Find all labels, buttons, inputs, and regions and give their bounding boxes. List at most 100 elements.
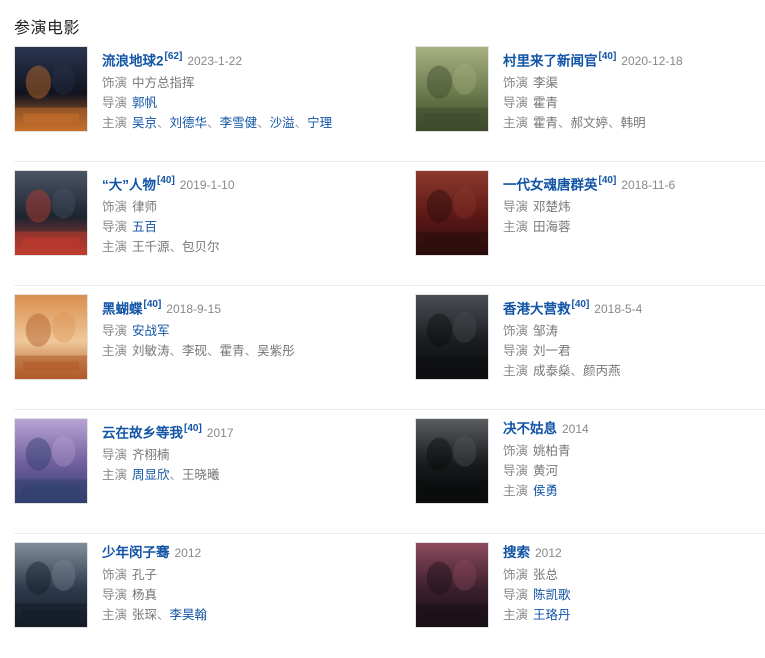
- movie-info: 少年闵子骞 2012 饰演 孔子 导演 杨真 主演 张琛、李昊翰: [88, 542, 389, 627]
- movie-title-link[interactable]: 云在故乡等我: [102, 425, 183, 441]
- movie-title-line: 流浪地球2[62] 2023-1-22: [102, 48, 389, 70]
- cast-label: 主演: [102, 116, 128, 131]
- movie-card: 黑蝴蝶[40] 2018-9-15 导演 安战军 主演 刘敏涛、李砚、霍青、吴紫彤: [14, 286, 389, 380]
- reference-link[interactable]: [40]: [598, 51, 617, 62]
- role-line: 饰演 张总: [503, 567, 764, 583]
- director-value[interactable]: 五百: [132, 220, 158, 235]
- cast-line: 主演 田海蓉: [503, 219, 764, 235]
- cast-member[interactable]: 宁理: [307, 116, 333, 131]
- movie-title-link[interactable]: 流浪地球2: [102, 53, 164, 69]
- director-line: 导演 黄河: [503, 463, 764, 479]
- cast-separator: 、: [257, 116, 270, 131]
- reference-link[interactable]: [40]: [157, 175, 175, 186]
- movie-poster[interactable]: [415, 294, 489, 380]
- cast-member[interactable]: 刘德华: [169, 116, 208, 131]
- movie-title-link[interactable]: 少年闵子骞: [102, 545, 170, 560]
- movie-poster[interactable]: [14, 418, 88, 504]
- movie-title-link[interactable]: 黑蝴蝶: [102, 301, 143, 317]
- movie-card: 村里来了新闻官[40] 2020-12-18 饰演 李渠 导演 霍青 主演 霍青、郝文婷…: [389, 38, 764, 135]
- reference-link[interactable]: [40]: [571, 299, 590, 310]
- release-date: 2018-11-6: [621, 178, 676, 193]
- movie-title-link[interactable]: 决不姑息: [503, 421, 557, 436]
- movie-card: 决不姑息 2014 饰演 姚柏青 导演 黄河 主演 侯勇: [389, 410, 764, 504]
- cast-member: 刘敏涛: [132, 344, 170, 359]
- movie-card: 流浪地球2[62] 2023-1-22 饰演 中方总指挥 导演 郭帆 主演 吴京、刘德华…: [14, 38, 389, 135]
- director-line: 导演 郭帆: [102, 95, 389, 111]
- cast-label: 主演: [102, 608, 128, 622]
- page-title: 参演电影: [14, 20, 81, 37]
- role-value: 张总: [533, 568, 559, 582]
- director-value: 刘一君: [533, 344, 571, 359]
- cast-separator: 、: [244, 344, 258, 359]
- release-date: 2019-1-10: [179, 178, 235, 193]
- cast-member: 韩明: [620, 116, 646, 131]
- movie-info: 云在故乡等我[40] 2017 导演 齐栩楠 主演 周显欣、王晓曦: [88, 418, 389, 487]
- cast-line: 主演 成泰燊、颜丙燕: [503, 363, 764, 379]
- role-line: 饰演 律师: [102, 199, 389, 215]
- director-label: 导演: [102, 588, 128, 602]
- movie-poster[interactable]: [14, 46, 88, 132]
- movie-info: 搜索 2012 饰演 张总 导演 陈凯歌 主演 王珞丹: [489, 542, 764, 627]
- cast-member[interactable]: 吴京: [132, 116, 158, 131]
- movie-title-link[interactable]: 香港大营救: [503, 301, 571, 317]
- role-label: 饰演: [503, 76, 529, 91]
- director-line: 导演 刘一君: [503, 343, 764, 359]
- movie-poster[interactable]: [14, 170, 88, 256]
- cast-member[interactable]: 李雪健: [219, 116, 258, 131]
- cast-line: 主演 霍青、郝文婷、韩明: [503, 115, 764, 131]
- cast-member: 李砚: [182, 344, 208, 359]
- cast-separator: 、: [169, 240, 183, 255]
- cast-label: 主演: [102, 344, 128, 359]
- cast-member[interactable]: 周显欣: [132, 468, 170, 483]
- movie-title-line: 香港大营救[40] 2018-5-4: [503, 296, 764, 318]
- reference-link[interactable]: [40]: [184, 423, 202, 434]
- movie-poster[interactable]: [14, 542, 88, 628]
- movie-title-line: 少年闵子骞 2012: [102, 544, 389, 562]
- cast-label: 主演: [503, 220, 529, 235]
- role-value: 中方总指挥: [132, 76, 195, 91]
- movie-poster[interactable]: [415, 170, 489, 256]
- movie-title-link[interactable]: 一代女魂唐群英: [503, 177, 598, 193]
- role-value: 律师: [132, 200, 158, 215]
- director-value[interactable]: 郭帆: [132, 96, 158, 111]
- cast-member[interactable]: 李昊翰: [169, 608, 208, 622]
- cast-member[interactable]: 王珞丹: [533, 608, 571, 622]
- cast-member[interactable]: 沙溢: [269, 116, 295, 131]
- reference-link[interactable]: [40]: [598, 175, 617, 186]
- role-value: 孔子: [132, 568, 158, 582]
- movie-card: 搜索 2012 饰演 张总 导演 陈凯歌 主演 王珞丹: [389, 534, 764, 628]
- director-label: 导演: [102, 324, 128, 339]
- director-value: 杨真: [132, 588, 158, 602]
- release-date: 2018-9-15: [166, 302, 222, 317]
- movie-list: 流浪地球2[62] 2023-1-22 饰演 中方总指挥 导演 郭帆 主演 吴京、刘德华…: [0, 38, 765, 658]
- movie-title-link[interactable]: 村里来了新闻官: [503, 53, 598, 69]
- release-date: 2023-1-22: [187, 54, 243, 69]
- movie-poster[interactable]: [415, 418, 489, 504]
- movie-title-link[interactable]: 搜索: [503, 545, 530, 560]
- role-label: 饰演: [503, 444, 529, 458]
- release-date: 2014: [562, 422, 589, 436]
- cast-label: 主演: [102, 468, 128, 483]
- movie-poster[interactable]: [415, 542, 489, 628]
- cast-separator: 、: [157, 116, 170, 131]
- role-value: 姚柏青: [533, 444, 571, 458]
- movie-title-link[interactable]: “大”人物: [102, 177, 156, 193]
- role-line: 饰演 李渠: [503, 75, 764, 91]
- cast-member: 田海蓉: [533, 220, 571, 235]
- movie-poster[interactable]: [14, 294, 88, 380]
- cast-member: 霍青: [533, 116, 559, 131]
- cast-label: 主演: [503, 364, 529, 379]
- director-value[interactable]: 陈凯歌: [533, 588, 571, 602]
- movie-poster[interactable]: [415, 46, 489, 132]
- movie-card: 香港大营救[40] 2018-5-4 饰演 邹涛 导演 刘一君 主演 成泰燊、颜丙燕: [389, 286, 764, 383]
- director-value: 霍青: [533, 96, 559, 111]
- director-line: 导演 杨真: [102, 587, 389, 603]
- director-value[interactable]: 安战军: [132, 324, 170, 339]
- reference-link[interactable]: [62]: [164, 51, 183, 62]
- director-label: 导演: [102, 448, 128, 463]
- cast-member[interactable]: 侯勇: [533, 484, 559, 498]
- movie-card: 一代女魂唐群英[40] 2018-11-6 导演 邓楚炜 主演 田海蓉: [389, 162, 764, 256]
- reference-link[interactable]: [40]: [143, 299, 162, 310]
- cast-member: 郝文婷: [570, 116, 609, 131]
- role-label: 饰演: [102, 568, 128, 582]
